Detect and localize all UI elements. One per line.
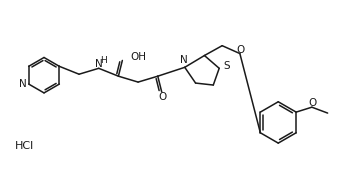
- Text: S: S: [223, 61, 230, 71]
- Text: N: N: [19, 79, 27, 89]
- Text: HCl: HCl: [15, 141, 34, 151]
- Text: O: O: [237, 45, 245, 55]
- Text: OH: OH: [130, 52, 146, 62]
- Text: O: O: [309, 98, 317, 108]
- Text: N: N: [95, 59, 103, 69]
- Text: O: O: [159, 92, 167, 102]
- Text: N: N: [180, 55, 188, 65]
- Text: H: H: [100, 56, 107, 65]
